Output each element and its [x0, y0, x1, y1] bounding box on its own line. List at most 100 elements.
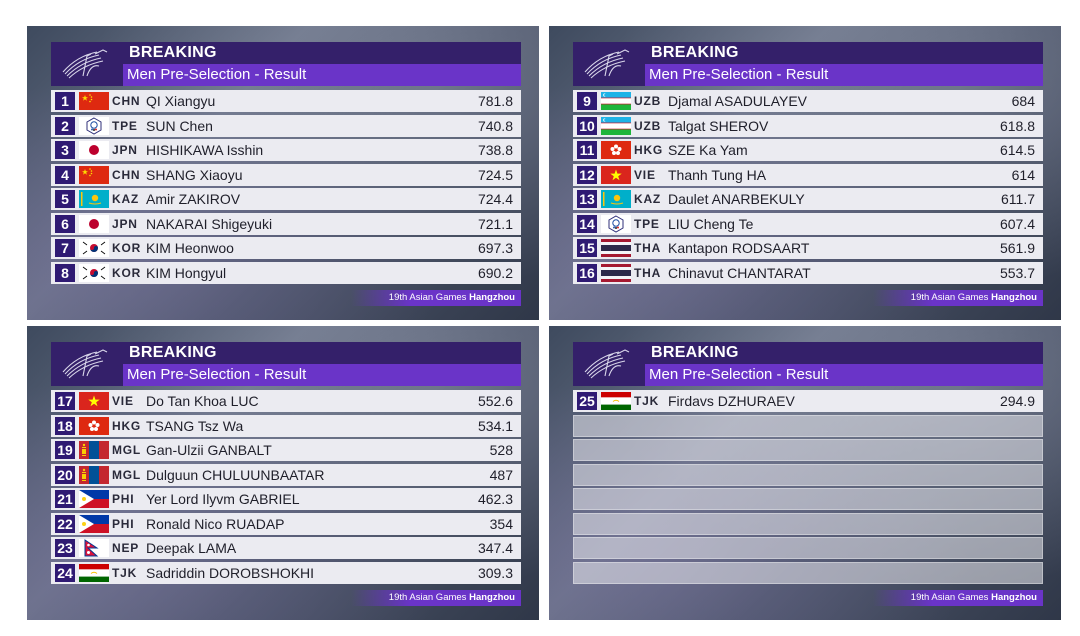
- athlete-name: SZE Ka Yam: [668, 142, 748, 158]
- uzbekistan-flag-icon: [601, 116, 631, 135]
- results-panel-3: BREAKING Men Pre-Selection - Result 17 V…: [27, 326, 539, 620]
- athlete-name: KIM Hongyul: [146, 264, 227, 281]
- noc-code: JPN: [112, 216, 138, 231]
- noc-code: KOR: [112, 241, 142, 255]
- result-row: 17 VIE Do Tan Khoa LUC 552.6: [51, 390, 521, 412]
- results-subtitle: Men Pre-Selection - Result: [127, 366, 307, 383]
- athlete-name: Sadriddin DOROBSHOKHI: [146, 564, 315, 581]
- hong-kong-flag-icon: [601, 141, 631, 159]
- athlete-score: 618.8: [999, 117, 1035, 134]
- athlete-score: 607.4: [999, 215, 1035, 232]
- rank-badge: 15: [577, 239, 597, 257]
- results-list: 9 UZB Djamal ASADULAYEV 684 10 UZB Talga…: [573, 90, 1043, 286]
- rank-badge: 14: [577, 214, 597, 233]
- subtitle-bar: Men Pre-Selection - Result: [645, 64, 1043, 86]
- rank-badge: 18: [55, 416, 75, 435]
- athlete-name: Amir ZAKIROV: [146, 191, 241, 207]
- result-row: 12 VIE Thanh Tung HA 614: [573, 163, 1043, 186]
- athlete-name: Deepak LAMA: [146, 540, 237, 556]
- athlete-score: 614.5: [999, 142, 1035, 158]
- athlete-name: TSANG Tsz Wa: [146, 417, 244, 434]
- results-board: BREAKING Men Pre-Selection - Result 17 V…: [51, 342, 521, 610]
- asian-games-logo-icon: [57, 346, 115, 384]
- athlete-name: Ronald Nico RUADAP: [146, 515, 285, 532]
- results-panel-1: BREAKING Men Pre-Selection - Result 1 CH…: [27, 26, 539, 320]
- rank-badge: 13: [577, 190, 597, 208]
- result-row: 13 KAZ Daulet ANARBEKULY 611.7: [573, 188, 1043, 210]
- results-subtitle: Men Pre-Selection - Result: [649, 66, 829, 83]
- event-footer: 19th Asian Games Hangzhou: [351, 590, 521, 606]
- athlete-score: 740.8: [477, 117, 513, 134]
- noc-code: UZB: [634, 118, 662, 133]
- philippines-flag-icon: [79, 514, 109, 533]
- result-row: 5 KAZ Amir ZAKIROV 724.4: [51, 188, 521, 210]
- chinese-taipei-flag-icon: [79, 116, 109, 135]
- result-row: 11 HKG SZE Ka Yam 614.5: [573, 139, 1043, 161]
- rank-badge: 2: [55, 116, 75, 135]
- empty-row: [573, 463, 1043, 486]
- results-panel-4: BREAKING Men Pre-Selection - Result 25 T…: [549, 326, 1061, 620]
- rank-badge: 17: [55, 392, 75, 410]
- subtitle-bar: Men Pre-Selection - Result: [123, 364, 521, 386]
- noc-code: TJK: [634, 394, 660, 408]
- noc-code: VIE: [112, 394, 134, 408]
- thailand-flag-icon: [601, 239, 631, 257]
- footer-city: Hangzhou: [469, 292, 515, 303]
- result-row: 10 UZB Talgat SHEROV 618.8: [573, 114, 1043, 137]
- footer-event: 19th Asian Games: [910, 592, 992, 603]
- athlete-score: 462.3: [477, 491, 513, 507]
- footer-city: Hangzhou: [991, 592, 1037, 603]
- breaking-label: BREAKING: [651, 44, 739, 61]
- rank-badge: 12: [577, 165, 597, 184]
- result-row: 22 PHI Ronald Nico RUADAP 354: [51, 512, 521, 535]
- result-row: 16 THA Chinavut CHANTARAT 553.7: [573, 261, 1043, 284]
- korea-flag-icon: [79, 239, 109, 257]
- athlete-score: 690.2: [477, 264, 513, 281]
- subtitle-bar: Men Pre-Selection - Result: [645, 364, 1043, 386]
- china-flag-icon: [79, 92, 109, 110]
- noc-code: CHN: [112, 94, 141, 108]
- hong-kong-flag-icon: [79, 416, 109, 435]
- board-header: BREAKING Men Pre-Selection - Result: [573, 42, 1043, 86]
- athlete-name: KIM Heonwoo: [146, 240, 234, 256]
- result-row: 3 JPN HISHIKAWA Isshin 738.8: [51, 139, 521, 161]
- result-row: 1 CHN QI Xiangyu 781.8: [51, 90, 521, 112]
- noc-code: MGL: [112, 443, 142, 457]
- results-panel-2: BREAKING Men Pre-Selection - Result 9 UZ…: [549, 26, 1061, 320]
- result-row: 6 JPN NAKARAI Shigeyuki 721.1: [51, 212, 521, 235]
- rank-badge: 4: [55, 165, 75, 184]
- result-row: 15 THA Kantapon RODSAART 561.9: [573, 237, 1043, 259]
- japan-flag-icon: [79, 214, 109, 233]
- empty-row: [573, 414, 1043, 437]
- athlete-score: 528: [489, 442, 513, 458]
- empty-row: [573, 488, 1043, 510]
- athlete-name: Daulet ANARBEKULY: [668, 191, 805, 207]
- kazakhstan-flag-icon: [79, 190, 109, 208]
- asian-games-logo-icon: [579, 346, 637, 384]
- athlete-score: 487: [489, 466, 513, 483]
- rank-badge: 23: [55, 539, 75, 557]
- footer-event: 19th Asian Games: [388, 592, 470, 603]
- athlete-score: 553.7: [999, 264, 1035, 281]
- rank-badge: 19: [55, 441, 75, 459]
- rank-badge: 20: [55, 465, 75, 484]
- philippines-flag-icon: [79, 490, 109, 508]
- results-list: 1 CHN QI Xiangyu 781.8 2 TPE SUN Chen 74…: [51, 90, 521, 286]
- athlete-score: 721.1: [477, 215, 513, 232]
- mongolia-flag-icon: [79, 441, 109, 459]
- result-row: 24 TJK Sadriddin DOROBSHOKHI 309.3: [51, 561, 521, 584]
- athlete-name: Yer Lord Ilyvm GABRIEL: [146, 491, 300, 507]
- noc-code: CHN: [112, 167, 141, 182]
- athlete-name: NAKARAI Shigeyuki: [146, 215, 273, 232]
- noc-code: KAZ: [112, 192, 140, 206]
- result-row: 20 MGL Dulguun CHULUUNBAATAR 487: [51, 463, 521, 486]
- result-row: 7 KOR KIM Heonwoo 697.3: [51, 237, 521, 259]
- board-header: BREAKING Men Pre-Selection - Result: [51, 42, 521, 86]
- rank-badge: 11: [577, 141, 597, 159]
- rank-badge: 9: [577, 92, 597, 110]
- event-footer: 19th Asian Games Hangzhou: [873, 290, 1043, 306]
- breaking-label: BREAKING: [129, 344, 217, 361]
- rank-badge: 1: [55, 92, 75, 110]
- vietnam-flag-icon: [79, 392, 109, 410]
- event-footer: 19th Asian Games Hangzhou: [351, 290, 521, 306]
